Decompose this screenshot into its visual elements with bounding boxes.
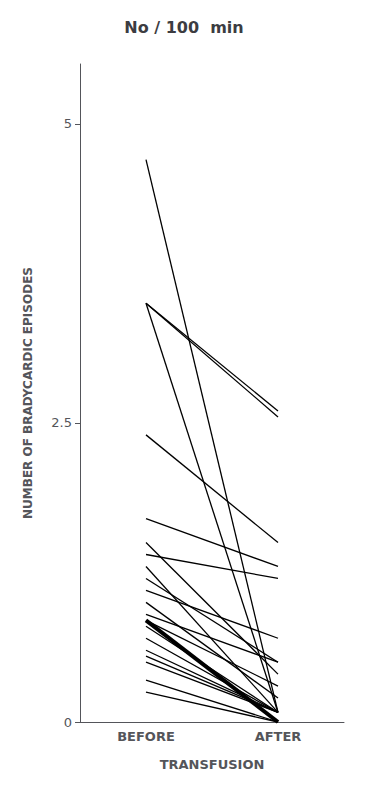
svg-text:TRANSFUSION: TRANSFUSION <box>160 757 265 772</box>
svg-text:5: 5 <box>64 116 72 131</box>
svg-text:AFTER: AFTER <box>255 729 302 744</box>
svg-text:No / 100 min: No / 100 min <box>124 18 243 37</box>
svg-text:0: 0 <box>64 715 72 730</box>
svg-text:BEFORE: BEFORE <box>117 729 175 744</box>
svg-text:2.5: 2.5 <box>51 415 72 430</box>
svg-text:NUMBER OF BRADYCARDIC EPISODES: NUMBER OF BRADYCARDIC EPISODES <box>21 267 35 519</box>
